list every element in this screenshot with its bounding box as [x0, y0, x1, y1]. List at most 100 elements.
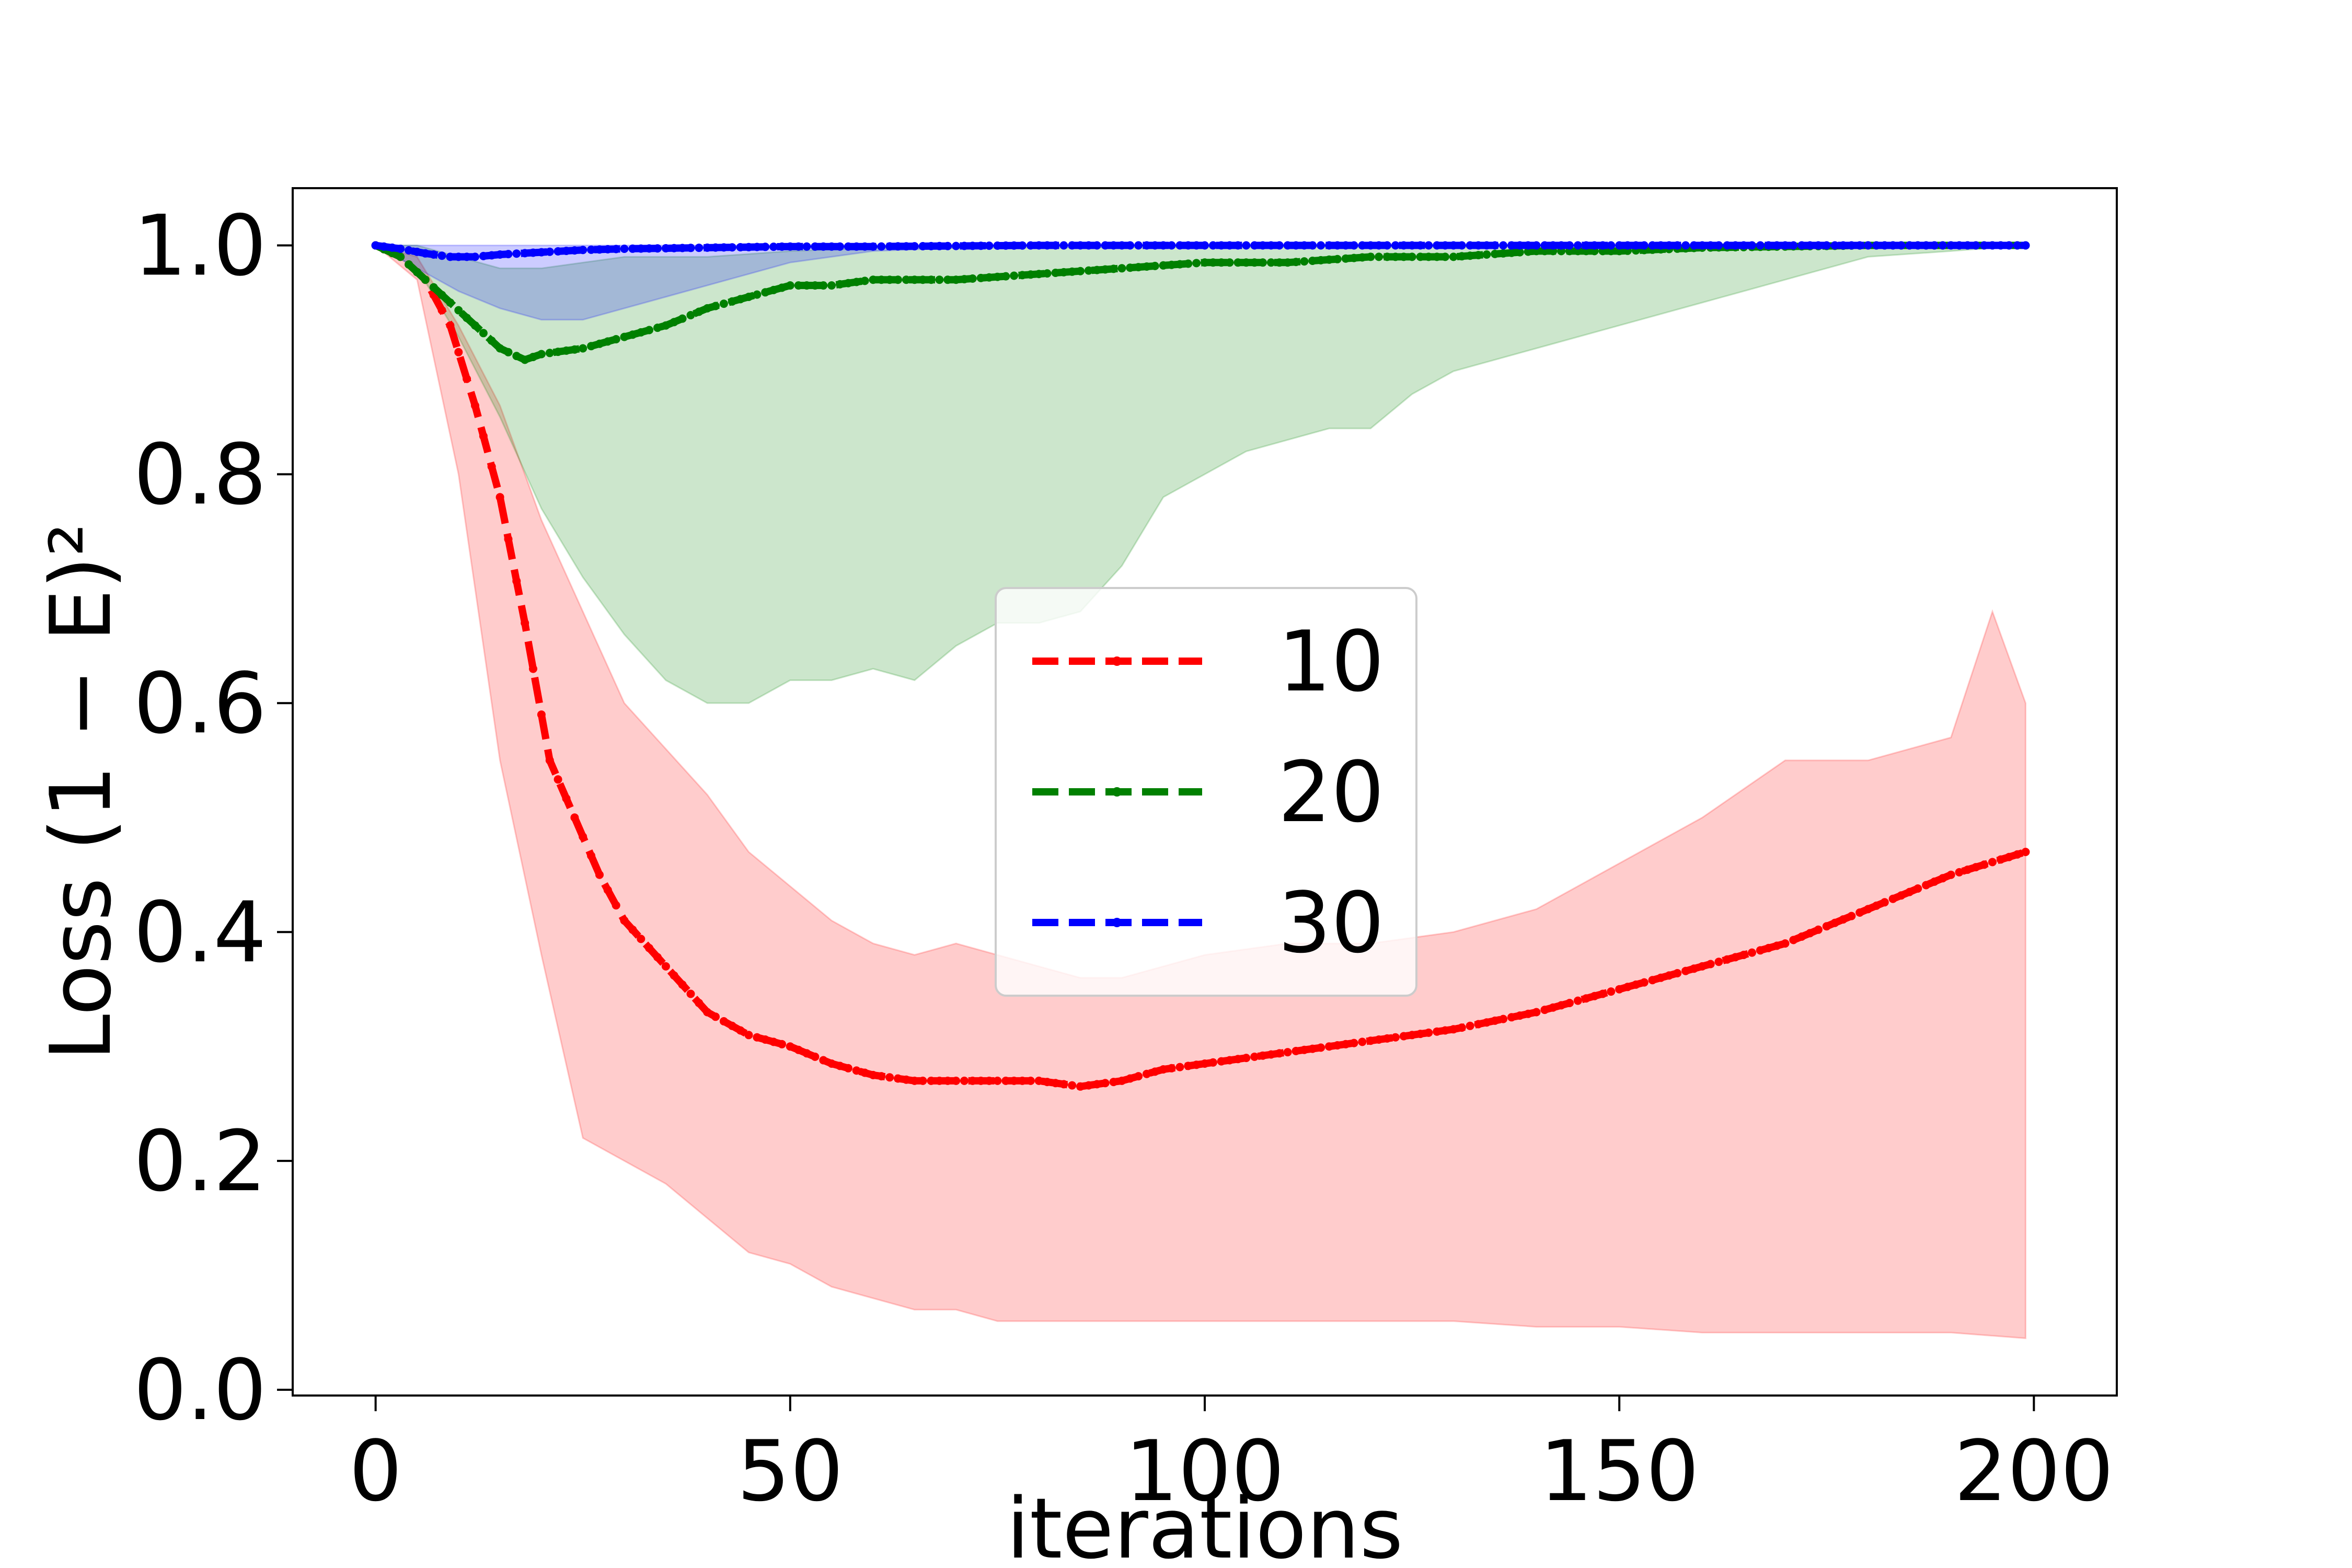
point-30 — [1897, 241, 1906, 250]
point-10 — [918, 1076, 927, 1085]
point-30 — [437, 251, 446, 260]
point-10 — [1582, 994, 1590, 1003]
point-20 — [495, 344, 504, 353]
point-20 — [1018, 271, 1027, 280]
point-30 — [413, 247, 421, 256]
point-20 — [885, 275, 894, 284]
point-10 — [645, 943, 654, 952]
point-20 — [1283, 258, 1292, 267]
point-10 — [844, 1064, 852, 1073]
point-10 — [454, 348, 463, 356]
point-10 — [1573, 996, 1582, 1005]
point-20 — [1375, 252, 1383, 261]
point-30 — [512, 249, 521, 258]
point-30 — [802, 242, 811, 251]
point-10 — [446, 321, 455, 330]
point-20 — [1300, 257, 1309, 266]
point-30 — [918, 242, 927, 250]
point-30 — [1457, 241, 1466, 250]
point-30 — [1441, 241, 1449, 250]
point-30 — [1781, 241, 1790, 250]
point-30 — [1474, 241, 1483, 250]
point-30 — [1946, 241, 1955, 250]
point-20 — [778, 283, 786, 292]
point-30 — [1068, 241, 1077, 250]
point-10 — [1143, 1069, 1151, 1078]
point-10 — [1557, 1001, 1566, 1010]
point-20 — [1208, 258, 1217, 267]
point-30 — [1084, 241, 1093, 250]
point-20 — [479, 329, 488, 338]
point-30 — [1466, 241, 1474, 250]
point-30 — [637, 244, 645, 253]
point-30 — [819, 242, 828, 251]
point-30 — [628, 244, 637, 253]
point-30 — [1018, 241, 1027, 250]
point-30 — [405, 246, 413, 255]
point-10 — [1109, 1078, 1118, 1087]
point-30 — [1839, 241, 1848, 250]
point-10 — [1980, 860, 1989, 869]
legend-marker-10 — [1112, 656, 1122, 666]
point-10 — [935, 1076, 944, 1085]
point-10 — [794, 1045, 803, 1054]
point-30 — [379, 242, 388, 251]
point-10 — [1059, 1080, 1068, 1089]
point-30 — [1748, 241, 1756, 250]
point-30 — [993, 241, 1002, 250]
point-30 — [976, 241, 985, 250]
point-10 — [811, 1052, 820, 1061]
point-10 — [1864, 905, 1873, 914]
point-20 — [1366, 252, 1375, 261]
point-30 — [1482, 241, 1491, 250]
point-30 — [1350, 241, 1358, 250]
point-10 — [1184, 1062, 1193, 1070]
point-30 — [1573, 241, 1582, 250]
legend-marker-20 — [1112, 787, 1122, 797]
point-30 — [1532, 241, 1541, 250]
point-30 — [1971, 241, 1980, 250]
point-10 — [736, 1026, 745, 1035]
point-20 — [1399, 252, 1408, 261]
point-30 — [471, 252, 479, 261]
point-10 — [1690, 964, 1698, 973]
point-30 — [728, 243, 736, 252]
point-30 — [1930, 241, 1939, 250]
point-20 — [454, 306, 463, 315]
point-30 — [1797, 241, 1806, 250]
point-20 — [719, 299, 728, 308]
point-30 — [1266, 241, 1275, 250]
legend: 10 20 30 — [995, 587, 1417, 997]
point-10 — [744, 1031, 753, 1040]
point-30 — [421, 249, 430, 258]
point-30 — [1938, 241, 1947, 250]
point-30 — [1076, 241, 1085, 250]
point-10 — [1772, 941, 1781, 950]
point-20 — [1175, 260, 1184, 269]
point-20 — [661, 321, 670, 330]
point-30 — [1673, 241, 1682, 250]
point-30 — [1424, 241, 1433, 250]
point-30 — [1134, 241, 1143, 250]
point-10 — [1026, 1076, 1035, 1085]
point-10 — [437, 306, 446, 315]
point-20 — [935, 275, 944, 284]
point-10 — [1034, 1076, 1043, 1085]
point-20 — [786, 281, 794, 290]
point-30 — [396, 245, 405, 253]
point-30 — [935, 241, 944, 250]
point-10 — [504, 535, 513, 544]
point-10 — [1731, 953, 1740, 962]
point-10 — [1905, 887, 1914, 896]
point-20 — [1109, 264, 1118, 273]
point-30 — [1092, 241, 1101, 250]
point-10 — [1449, 1025, 1458, 1034]
point-30 — [1333, 241, 1342, 250]
point-10 — [1996, 855, 2005, 864]
point-10 — [537, 710, 546, 719]
point-10 — [902, 1075, 910, 1084]
point-30 — [653, 244, 662, 253]
point-10 — [1872, 901, 1881, 910]
point-10 — [1350, 1039, 1358, 1047]
point-10 — [1955, 868, 1964, 877]
